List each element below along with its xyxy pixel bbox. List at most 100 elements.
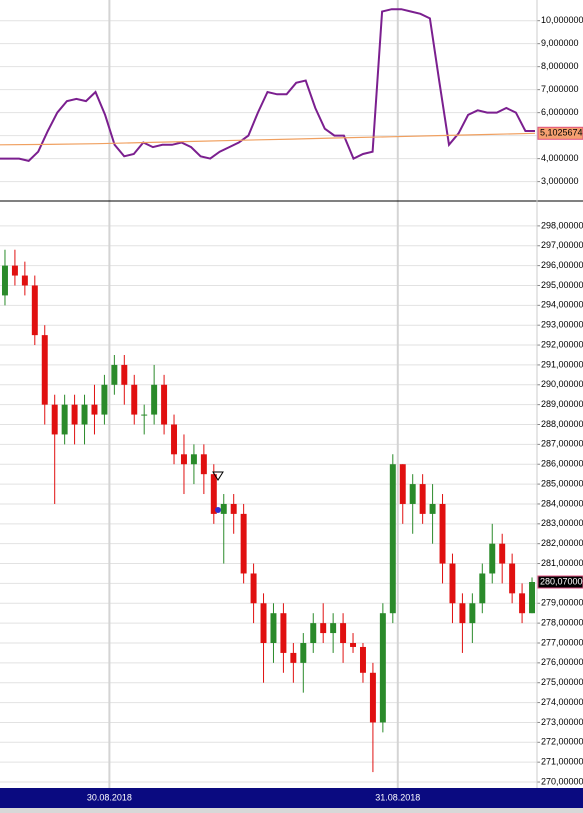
y-tick-label: 282,000000	[541, 538, 583, 548]
y-tick-label: 286,000000	[541, 459, 583, 469]
candle-body	[310, 623, 317, 643]
candle-body	[121, 364, 128, 385]
x-tick-label: 31.08.2018	[375, 792, 420, 802]
candle-body	[161, 384, 168, 425]
candle-body	[200, 454, 207, 475]
candle-body	[41, 335, 48, 405]
y-tick-label: 281,000000	[541, 558, 583, 568]
candle-body	[469, 603, 476, 624]
candle-body	[260, 603, 267, 643]
y-tick-label: 297,000000	[541, 240, 583, 250]
candle-body	[151, 384, 158, 415]
candle-body	[111, 364, 118, 385]
candle-body	[141, 414, 148, 416]
candle-body	[11, 265, 18, 276]
candle-body	[499, 543, 506, 564]
candle-body	[509, 563, 516, 594]
candle-body	[459, 603, 466, 624]
y-tick-label: 275,000000	[541, 677, 583, 687]
y-tick-label: 9,000000	[541, 38, 579, 48]
candle-body	[320, 623, 327, 634]
y-tick-label: 292,000000	[541, 339, 583, 349]
y-tick-label: 274,000000	[541, 697, 583, 707]
y-tick-label: 7,000000	[541, 84, 579, 94]
y-tick-label: 272,000000	[541, 737, 583, 747]
trade-marker	[212, 471, 224, 481]
y-tick-label: 277,000000	[541, 637, 583, 647]
candle-body	[51, 404, 58, 435]
candle-body	[519, 593, 526, 614]
candle-body	[529, 582, 536, 614]
y-tick-label: 284,000000	[541, 498, 583, 508]
candle-body	[220, 503, 227, 514]
candle-body	[359, 646, 366, 673]
y-tick-label: 276,000000	[541, 657, 583, 667]
current-value-box	[537, 126, 583, 140]
y-tick-label: 278,000000	[541, 618, 583, 628]
candle-body	[81, 404, 88, 425]
y-tick-label: 279,000000	[541, 598, 583, 608]
candle-body	[369, 672, 376, 723]
candle-body	[439, 503, 446, 564]
candle-body	[180, 454, 187, 465]
candle-body	[91, 404, 98, 415]
y-tick-label: 298,000000	[541, 220, 583, 230]
y-tick-label: 295,000000	[541, 280, 583, 290]
candle-body	[101, 384, 108, 415]
y-tick-label: 293,000000	[541, 320, 583, 330]
candle-body	[419, 484, 426, 514]
candle-body	[489, 543, 496, 574]
y-tick-label: 290,000000	[541, 379, 583, 389]
candle-body	[131, 384, 138, 415]
y-tick-label: 4,000000	[541, 153, 579, 163]
y-tick-label: 296,000000	[541, 260, 583, 270]
current-value-box	[537, 575, 583, 589]
trade-marker	[215, 507, 221, 513]
candle-body	[409, 484, 416, 504]
candle-body	[61, 404, 68, 435]
indicator-line	[0, 8, 535, 163]
candle-body	[399, 464, 406, 504]
candle-body	[429, 503, 436, 514]
candle-body	[250, 573, 257, 604]
y-tick-label: 10,000000	[541, 15, 583, 25]
y-tick-label: 285,000000	[541, 478, 583, 488]
candle-body	[210, 474, 217, 514]
candle-body	[330, 623, 337, 634]
candle-body	[280, 613, 287, 653]
candle-body	[389, 464, 396, 614]
y-tick-label: 283,000000	[541, 518, 583, 528]
candle-body	[71, 404, 78, 425]
status-strip	[0, 808, 583, 813]
y-tick-label: 6,000000	[541, 107, 579, 117]
candle-body	[270, 613, 277, 643]
y-tick-label: 288,000000	[541, 419, 583, 429]
candle-body	[290, 652, 297, 663]
candle-body	[300, 642, 307, 663]
candle-body	[21, 275, 28, 286]
candle-body	[340, 623, 347, 643]
candle-body	[230, 503, 237, 514]
indicator-line	[0, 132, 536, 146]
current-value-label: 5,1025674	[540, 128, 583, 138]
candle-body	[240, 513, 247, 574]
y-tick-label: 273,000000	[541, 717, 583, 727]
y-tick-label: 294,000000	[541, 300, 583, 310]
y-tick-label: 3,000000	[541, 176, 579, 186]
candle-body	[479, 573, 486, 604]
candle-body	[1, 265, 8, 296]
y-tick-label: 271,000000	[541, 757, 583, 767]
candle-body	[350, 642, 357, 647]
candle-body	[171, 424, 178, 455]
candle-body	[449, 563, 456, 604]
y-tick-label: 287,000000	[541, 439, 583, 449]
candle-body	[379, 613, 386, 723]
y-tick-label: 8,000000	[541, 61, 579, 71]
y-tick-label: 291,000000	[541, 359, 583, 369]
candle-body	[31, 285, 38, 336]
time-axis-bar	[0, 788, 583, 808]
current-value-label: 280,070000	[540, 576, 583, 586]
y-tick-label: 289,000000	[541, 399, 583, 409]
y-tick-label: 270,000000	[541, 776, 583, 786]
